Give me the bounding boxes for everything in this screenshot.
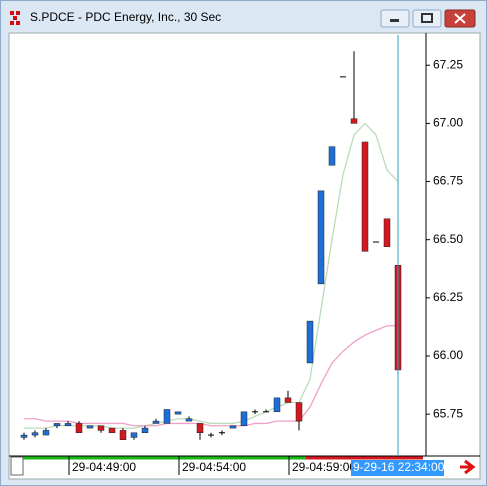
close-button[interactable]	[444, 9, 476, 28]
y-tick-label: 66.50	[433, 232, 463, 246]
y-tick-label: 65.75	[433, 406, 463, 420]
candle-body	[240, 411, 248, 427]
candle-body	[152, 420, 160, 424]
candle-body	[20, 434, 28, 438]
candle-body	[97, 425, 105, 431]
y-tick-label: 67.25	[433, 57, 463, 71]
x-tick-label: 29-04:59:00	[292, 460, 356, 474]
scroll-arrow[interactable]	[460, 459, 476, 475]
candle-body	[163, 409, 171, 424]
candle-body	[273, 397, 281, 413]
candle-body	[75, 423, 83, 433]
app-icon	[10, 11, 20, 25]
candle-body	[86, 425, 94, 429]
candle-body	[284, 397, 292, 403]
x-tick-label: 29-04:49:00	[72, 460, 136, 474]
candle-body	[295, 402, 303, 422]
candle-body	[361, 141, 369, 252]
cursor-label: 9-29-16 22:34:00	[353, 460, 445, 474]
candle-body	[31, 432, 39, 436]
candle-body	[119, 430, 127, 440]
candle-body	[328, 146, 336, 166]
window-title: S.PDCE - PDC Energy, Inc., 30 Sec	[30, 10, 221, 24]
cursor-label-bg	[351, 460, 444, 476]
moving-average-line	[24, 325, 398, 427]
y-tick-label: 66.25	[433, 290, 463, 304]
candle-body	[229, 425, 237, 429]
y-tick-label: 66.00	[433, 348, 463, 362]
candle-body	[108, 427, 116, 433]
candle-body	[383, 218, 391, 247]
y-tick-label: 67.00	[433, 116, 463, 130]
minimize-button[interactable]	[380, 9, 410, 28]
candle-body	[196, 423, 204, 433]
candle-body	[174, 411, 182, 415]
y-tick-label: 66.75	[433, 174, 463, 188]
moving-average-line	[24, 122, 399, 429]
scroll-box[interactable]	[10, 456, 24, 476]
candle-body	[317, 190, 325, 285]
chart-panel	[8, 32, 481, 480]
candle-body	[185, 418, 193, 422]
candle-body	[350, 118, 358, 124]
candle-body	[306, 320, 314, 364]
candle-body	[64, 423, 72, 427]
candle-body	[130, 432, 138, 438]
maximize-button[interactable]	[412, 9, 442, 28]
candle-body	[42, 430, 50, 436]
candle-body	[53, 423, 61, 427]
candle-body	[141, 427, 149, 433]
x-tick-label: 29-04:54:00	[182, 460, 246, 474]
